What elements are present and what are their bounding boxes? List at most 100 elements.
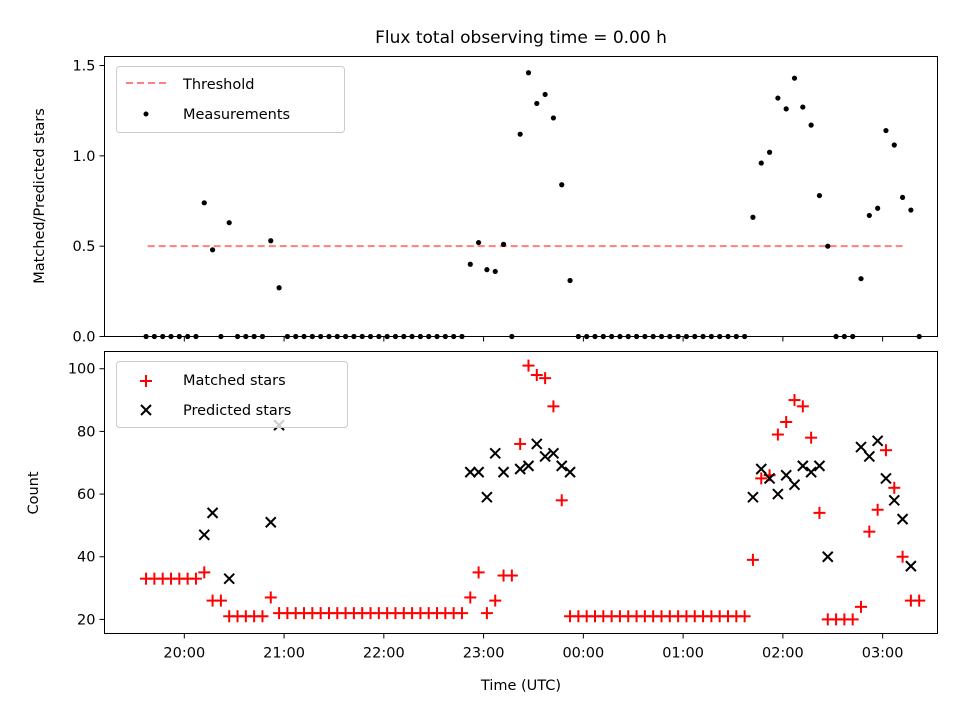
bottom-x-ticks: 20:00 21:00 22:00 23:00 00:00 01:00 02:00 03:00	[163, 633, 904, 662]
matched-star-point	[879, 444, 892, 457]
x-axis-label: Time (UTC)	[480, 678, 561, 694]
measurement-point	[525, 70, 532, 76]
top-y-tick-label: 0.0	[72, 330, 95, 346]
matched-star-point	[888, 481, 901, 494]
top-legend: Threshold Measurements	[116, 66, 345, 133]
top-y-tick-label: 1.0	[72, 149, 95, 165]
predicted-star-point	[481, 491, 493, 503]
measurement-point	[226, 220, 232, 226]
bottom-plot-frame	[104, 351, 938, 634]
matched-star-point	[214, 594, 227, 607]
matched-star-point	[913, 594, 926, 607]
bottom-y-tick-label: 40	[77, 550, 95, 566]
matched-star-point	[464, 591, 477, 604]
predicted-star-point	[905, 560, 917, 572]
measurement-point	[783, 106, 789, 112]
chart-title: Flux total observing time = 0.00 h	[375, 28, 667, 48]
legend-predicted-label: Predicted stars	[183, 403, 291, 419]
bottom-y-tick-label: 100	[68, 362, 96, 378]
predicted-star-point	[206, 507, 219, 519]
matched-star-point	[780, 416, 793, 428]
matched-star-point	[846, 613, 859, 626]
predicted-star-point	[797, 460, 809, 472]
measurement-point	[775, 95, 781, 101]
predicted-star-point	[763, 472, 776, 485]
x-tick-label: 00:00	[562, 646, 604, 662]
predicted-star-point	[497, 466, 510, 478]
measurement-point	[758, 160, 764, 166]
top-y-tick-label: 1.5	[72, 59, 95, 75]
measurement-point	[201, 200, 207, 206]
bottom-legend-box	[116, 361, 348, 428]
matched-star-point	[264, 591, 277, 604]
bottom-panel: 20:00 21:00 22:00 23:00 00:00 01:00 02:00 03:00…	[26, 351, 938, 694]
matched-star-point	[530, 369, 543, 381]
measurement-point	[899, 194, 906, 201]
matched-star-point	[480, 607, 493, 620]
legend-predicted-marker	[140, 404, 152, 416]
matched-star-point	[755, 472, 768, 485]
legend-matched-marker	[140, 375, 152, 387]
measurement-point	[791, 75, 798, 81]
predicted-star-point	[564, 466, 576, 478]
top-x-ticks	[183, 336, 884, 342]
measurement-point	[492, 268, 498, 275]
bottom-y-label: Count	[26, 471, 42, 514]
measurement-point	[559, 182, 565, 188]
top-panel: 0.0 0.5 1.0 1.5 Matched/Predicted stars Thr…	[32, 56, 938, 346]
matched-star-point	[472, 566, 485, 579]
measurement-point	[858, 276, 864, 282]
matched-star-point	[855, 600, 868, 613]
measurement-point	[875, 205, 881, 211]
predicted-star-point	[880, 472, 892, 485]
predicted-star-point	[223, 572, 235, 585]
measurement-point	[476, 239, 482, 246]
measurement-point	[808, 122, 814, 128]
legend-measurements-marker	[143, 111, 149, 117]
predicted-star-point	[514, 463, 526, 475]
top-y-tick-label: 0.5	[72, 239, 95, 255]
predicted-star-point	[489, 447, 501, 460]
measurement-point	[276, 285, 282, 291]
matched-stars-points	[140, 359, 926, 626]
predicted-star-point	[747, 491, 759, 503]
predicted-star-point	[888, 494, 900, 507]
predicted-star-point	[265, 516, 277, 528]
predicted-star-point	[863, 450, 876, 463]
measurement-point	[891, 142, 897, 148]
matched-star-point	[198, 566, 211, 579]
predicted-star-point	[198, 529, 210, 541]
bottom-y-tick-label: 80	[77, 424, 95, 440]
bottom-y-tick-label: 20	[77, 612, 95, 628]
matched-star-point	[738, 610, 751, 623]
matched-star-point	[896, 550, 909, 563]
matched-star-point	[522, 359, 535, 372]
measurement-point	[534, 100, 540, 107]
matched-star-point	[505, 569, 518, 582]
predicted-star-point	[531, 438, 543, 450]
matched-star-point	[455, 607, 468, 620]
measurement-point	[517, 131, 523, 137]
matched-star-point	[489, 594, 502, 607]
predicted-star-point	[813, 460, 826, 472]
top-plot-frame	[104, 56, 938, 337]
matched-star-point	[863, 525, 876, 538]
predicted-star-point	[547, 447, 560, 460]
legend-measurements-label: Measurements	[183, 107, 290, 123]
measurement-point	[484, 267, 490, 273]
matched-star-point	[813, 506, 826, 519]
measurement-point	[908, 207, 914, 213]
matched-star-point	[771, 428, 784, 441]
predicted-star-point	[822, 551, 834, 563]
predicted-star-point	[539, 450, 551, 463]
measurement-point	[766, 149, 773, 155]
matched-star-point	[805, 431, 818, 444]
measurement-point	[268, 238, 274, 244]
predicted-star-point	[855, 441, 867, 453]
matched-star-point	[796, 400, 809, 413]
predicted-star-point	[805, 466, 817, 478]
measurement-point	[500, 241, 507, 247]
matched-star-point	[539, 372, 552, 385]
measurement-point	[542, 91, 548, 98]
x-tick-label: 20:00	[163, 646, 205, 662]
